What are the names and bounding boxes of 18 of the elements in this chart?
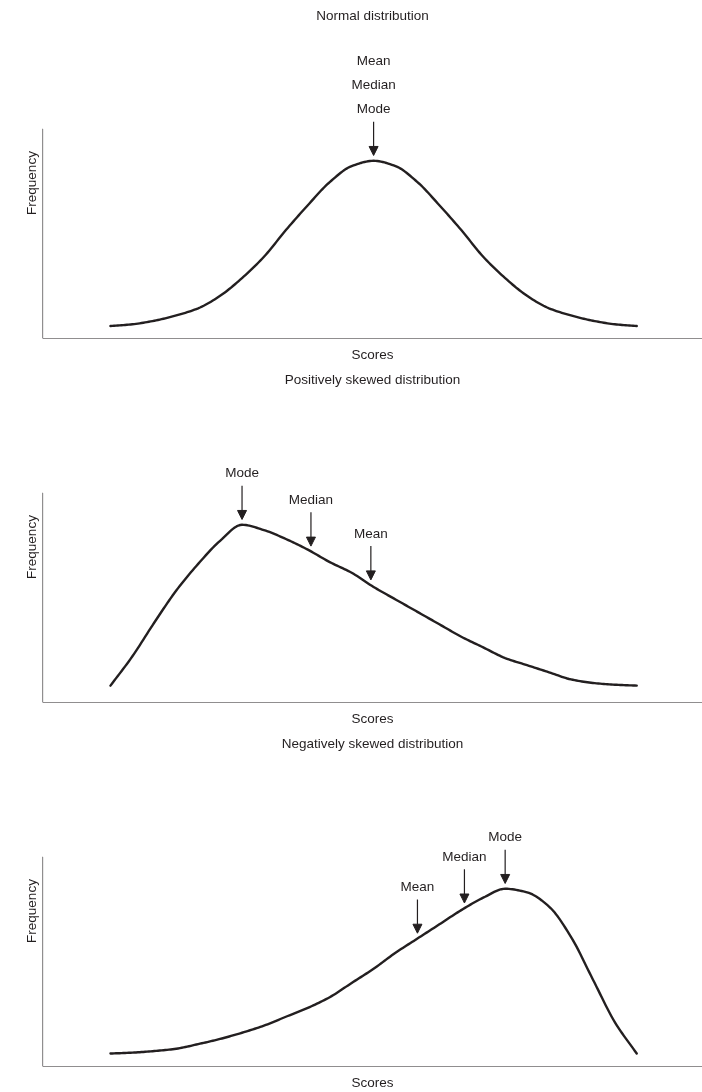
text: Median xyxy=(351,77,396,93)
annotation: Median xyxy=(442,848,487,864)
chart-title: Positively skewed distribution xyxy=(284,371,461,387)
y-axis-title: Frequency xyxy=(23,878,39,943)
annotation: Mean xyxy=(353,525,388,541)
annotation: Mode xyxy=(356,101,391,117)
x-axis-title: Scores xyxy=(351,710,394,726)
annotation: Mode xyxy=(488,829,523,845)
annotation: Mode xyxy=(225,465,259,481)
chart-title: Normal distribution xyxy=(316,7,429,23)
x-axis-title: Scores xyxy=(351,1074,394,1090)
annotation: Mean xyxy=(400,879,435,895)
y-axis-title: Frequency xyxy=(23,514,39,579)
annotation: Median xyxy=(288,492,334,508)
y-axis-title: Frequency xyxy=(23,150,39,215)
chart-title: Negatively skewed distribution xyxy=(281,735,464,751)
x-axis-title: Scores xyxy=(351,346,394,362)
text: Mean xyxy=(356,53,391,69)
